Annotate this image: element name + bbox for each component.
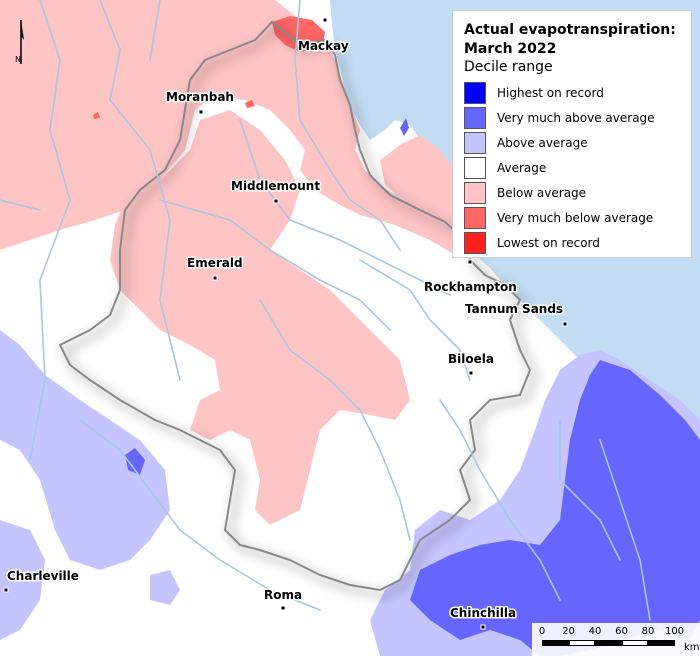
town: Biloela xyxy=(447,351,495,376)
town-marker xyxy=(468,370,474,376)
legend-title-line1: Actual evapotranspiration: xyxy=(464,22,676,38)
legend-subtitle: Decile range xyxy=(464,59,553,75)
town-label: Chinchilla xyxy=(450,606,516,620)
town-marker xyxy=(280,605,286,611)
town: Tannum Sands xyxy=(464,301,568,327)
scale-bar-unit: km xyxy=(684,642,700,653)
town: Charleville xyxy=(3,568,80,593)
town-marker xyxy=(212,275,218,281)
town-marker xyxy=(322,17,328,23)
town: Middlemount xyxy=(230,178,322,204)
town-label: Biloela xyxy=(448,352,494,366)
legend-item: Above average xyxy=(464,130,681,155)
legend-label: Below average xyxy=(497,185,587,200)
region-very-much-above-dot xyxy=(400,118,409,136)
legend-label: Average xyxy=(497,160,547,175)
scale-bar-segment xyxy=(542,640,569,646)
town: Emerald xyxy=(186,255,244,281)
region-below-average-central xyxy=(110,110,410,525)
town-marker xyxy=(467,259,473,265)
region-above-average-southwest xyxy=(0,520,45,640)
region-very-much-below-small-1 xyxy=(245,100,255,108)
legend-item: Very much below average xyxy=(464,205,681,230)
legend-swatch xyxy=(464,106,486,129)
scale-bar-segment xyxy=(648,640,675,646)
town-marker xyxy=(198,109,204,115)
north-arrow: N xyxy=(15,20,24,64)
town: Rockhampton xyxy=(423,259,518,296)
scale-bar: 0 20 40 60 80 100 km xyxy=(532,623,700,656)
scale-bar-tick: 80 xyxy=(641,626,655,637)
legend-swatch xyxy=(464,181,486,204)
scale-bar-tick: 40 xyxy=(588,626,602,637)
legend-item: Average xyxy=(464,155,681,180)
region-very-much-below-small-2 xyxy=(93,112,100,119)
scale-bar-tick: 0 xyxy=(538,626,546,637)
rivers xyxy=(0,0,651,621)
catchment-boundary xyxy=(58,20,532,592)
town-label: Emerald xyxy=(187,256,243,270)
legend: Actual evapotranspiration: March 2022 De… xyxy=(452,10,692,258)
town-marker xyxy=(273,198,279,204)
legend-label: Very much below average xyxy=(497,210,654,225)
region-above-average-small xyxy=(150,570,180,605)
town-label: Tannum Sands xyxy=(465,302,563,316)
town-label: Rockhampton xyxy=(424,280,517,294)
town-marker xyxy=(480,624,486,630)
legend-label: Above average xyxy=(497,135,588,150)
legend-swatch xyxy=(464,131,486,154)
towns-layer: Mackay Moranbah Middlemount Emerald Rockhamp… xyxy=(3,17,568,630)
town-marker xyxy=(562,321,568,327)
town: Chinchilla xyxy=(449,605,518,630)
scale-bar-segment xyxy=(568,640,595,646)
legend-label: Highest on record xyxy=(497,85,604,100)
region-below-average-coast xyxy=(380,135,455,230)
legend-swatch xyxy=(464,156,486,179)
scale-bar-tick: 20 xyxy=(562,626,575,637)
legend-item: Lowest on record xyxy=(464,230,681,255)
town-label: Charleville xyxy=(7,569,79,583)
town: Mackay xyxy=(297,17,350,55)
scale-bar-tick: 100 xyxy=(664,626,685,637)
town-label: Middlemount xyxy=(231,179,320,193)
town: Moranbah xyxy=(165,89,235,115)
legend-rows: Highest on record Very much above average… xyxy=(464,80,681,255)
town-label: Moranbah xyxy=(166,90,234,104)
town-label: Roma xyxy=(264,588,302,602)
town-label: Mackay xyxy=(298,39,349,53)
region-very-much-above-small xyxy=(125,448,145,475)
legend-swatch xyxy=(464,206,486,229)
legend-item: Below average xyxy=(464,180,681,205)
north-arrow-label: N xyxy=(15,55,21,64)
legend-item: Highest on record xyxy=(464,80,681,105)
legend-swatch xyxy=(464,231,486,254)
legend-item: Very much above average xyxy=(464,105,681,130)
region-very-much-above-southeast xyxy=(410,360,700,656)
legend-label: Very much above average xyxy=(497,110,655,125)
region-below-average-north xyxy=(0,0,455,255)
legend-title-line2: March 2022 xyxy=(464,41,557,57)
scale-bar-tick: 60 xyxy=(615,626,628,637)
scale-bar-segment xyxy=(621,640,648,646)
legend-swatch xyxy=(464,81,486,104)
town: Roma xyxy=(263,587,304,611)
legend-label: Lowest on record xyxy=(497,235,600,250)
town-marker xyxy=(3,587,9,593)
scale-bar-segment xyxy=(595,640,622,646)
